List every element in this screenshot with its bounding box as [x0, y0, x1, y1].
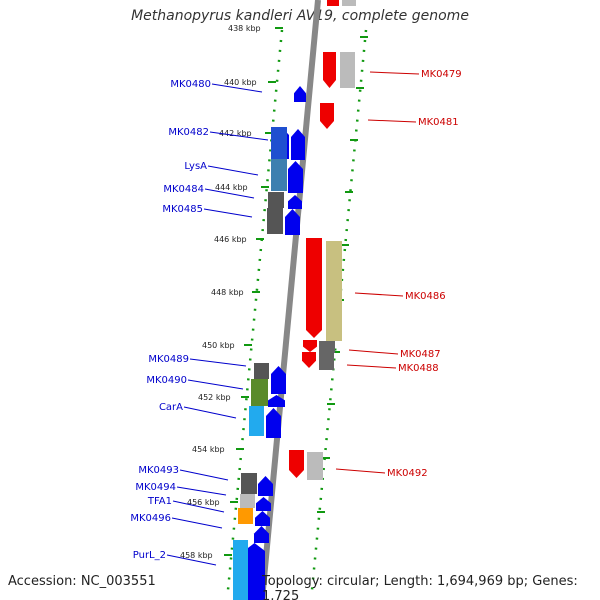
forward-gene-arrow[interactable] [254, 526, 269, 543]
forward-gene-arrow[interactable] [256, 497, 271, 511]
kbp-tick-label: 438 kbp [228, 24, 261, 33]
leader-line [179, 469, 229, 481]
gene-label-reverse[interactable]: MK0481 [418, 117, 459, 128]
accession-text: Accession: NC_003551 [8, 574, 156, 589]
leader-line [166, 554, 217, 566]
gene-label-forward[interactable]: CarA [159, 402, 183, 413]
gene-class-block[interactable] [307, 452, 323, 480]
dna-backbone [259, 0, 321, 600]
gene-label-forward[interactable]: TFA1 [147, 496, 172, 507]
gene-class-block[interactable] [271, 159, 287, 191]
gene-class-block[interactable] [249, 406, 264, 436]
gene-class-block[interactable] [254, 363, 269, 379]
gene-class-block[interactable] [241, 473, 257, 494]
leader-line [354, 292, 404, 297]
gene-label-forward[interactable]: PurL_2 [133, 550, 166, 561]
kbp-tick-label: 442 kbp [219, 129, 252, 138]
leader-line [203, 208, 253, 218]
leader-line [209, 131, 269, 141]
kbp-tick-label: 456 kbp [187, 498, 220, 507]
gene-label-forward[interactable]: MK0480 [170, 79, 211, 90]
gene-class-block[interactable] [233, 540, 248, 600]
forward-gene-arrow[interactable] [244, 543, 265, 600]
forward-gene-arrow[interactable] [285, 209, 300, 235]
map-title: Methanopyrus kandleri AV19, complete gen… [131, 8, 469, 24]
gene-class-block[interactable] [268, 192, 284, 208]
forward-gene-arrow[interactable] [291, 129, 305, 160]
topology-text: Topology: circular; Length: 1,694,969 bp… [262, 574, 578, 600]
forward-gene-arrow[interactable] [268, 395, 285, 407]
forward-gene-arrow[interactable] [271, 366, 286, 394]
gene-class-block[interactable] [342, 0, 356, 6]
reverse-gene-labels: MK0479 MK0481 MK0486 MK0487 MK0488 MK0492 [335, 69, 462, 479]
forward-gene-labels: MK0480 MK0482 LysA MK0484 MK0485 MK0489 MK0490… [130, 79, 269, 566]
reverse-gene-arrow[interactable] [327, 0, 339, 6]
gene-class-block[interactable] [319, 341, 335, 353]
gene-label-forward[interactable]: MK0493 [138, 465, 179, 476]
kbp-ticks: 438 kbp 440 kbp 442 kbp 444 kbp 446 kbp 448 k… [180, 24, 368, 560]
leader-line [369, 71, 420, 75]
gene-class-block[interactable] [271, 127, 287, 159]
gene-label-forward[interactable]: MK0485 [162, 204, 203, 215]
forward-gene-arrow[interactable] [255, 511, 270, 526]
gene-class-block[interactable] [240, 494, 255, 508]
gene-label-forward[interactable]: MK0484 [163, 184, 204, 195]
gene-label-reverse[interactable]: MK0492 [387, 468, 428, 479]
kbp-tick-label: 440 kbp [224, 78, 257, 87]
kbp-tick-label: 450 kbp [202, 341, 235, 350]
leader-line [172, 500, 225, 513]
gene-class-block[interactable] [238, 508, 253, 524]
kbp-tick-label: 454 kbp [192, 445, 225, 454]
leader-line [183, 406, 237, 419]
ruler-line-left [226, 29, 284, 591]
leader-line [346, 364, 397, 369]
reverse-gene-arrow[interactable] [323, 52, 336, 88]
forward-gene-arrow[interactable] [294, 86, 306, 102]
gene-label-reverse[interactable]: MK0486 [405, 291, 446, 302]
reverse-gene-arrow[interactable] [302, 352, 316, 368]
forward-gene-arrow[interactable] [266, 408, 281, 438]
forward-gene-arrow[interactable] [288, 161, 303, 193]
leader-line [176, 486, 227, 496]
reverse-gene-arrow[interactable] [289, 450, 304, 478]
gene-label-reverse[interactable]: MK0488 [398, 363, 439, 374]
gene-label-forward[interactable]: MK0489 [148, 354, 189, 365]
forward-gene-arrow[interactable] [258, 476, 273, 496]
kbp-tick-label: 446 kbp [214, 235, 247, 244]
gene-label-reverse[interactable]: MK0479 [421, 69, 462, 80]
gene-label-forward[interactable]: MK0494 [135, 482, 176, 493]
gene-label-forward[interactable]: MK0482 [168, 127, 209, 138]
gene-class-block[interactable] [319, 353, 334, 370]
leader-line [211, 83, 263, 93]
reverse-gene-arrow[interactable] [303, 340, 317, 352]
leader-line [207, 165, 259, 176]
leader-line [348, 349, 399, 355]
forward-gene-arrow[interactable] [288, 195, 302, 209]
leader-line [187, 379, 244, 390]
leader-line [367, 119, 417, 123]
gene-label-forward[interactable]: MK0490 [146, 375, 187, 386]
gene-tracks [233, 0, 356, 600]
reverse-gene-arrow[interactable] [320, 103, 334, 129]
gene-class-block[interactable] [251, 379, 268, 406]
kbp-tick-label: 452 kbp [198, 393, 231, 402]
gene-label-forward[interactable]: LysA [184, 161, 207, 172]
leader-line [204, 188, 255, 199]
gene-class-block[interactable] [326, 241, 342, 341]
kbp-tick-label: 444 kbp [215, 183, 248, 192]
leader-line [171, 517, 223, 529]
reverse-gene-arrow[interactable] [306, 238, 322, 338]
kbp-tick-label: 458 kbp [180, 551, 213, 560]
gene-class-block[interactable] [340, 52, 355, 88]
leader-line [189, 358, 247, 367]
gene-label-reverse[interactable]: MK0487 [400, 349, 441, 360]
gene-label-forward[interactable]: MK0496 [130, 513, 171, 524]
leader-line [335, 468, 386, 474]
kbp-tick-label: 448 kbp [211, 288, 244, 297]
gene-class-block[interactable] [267, 208, 283, 234]
